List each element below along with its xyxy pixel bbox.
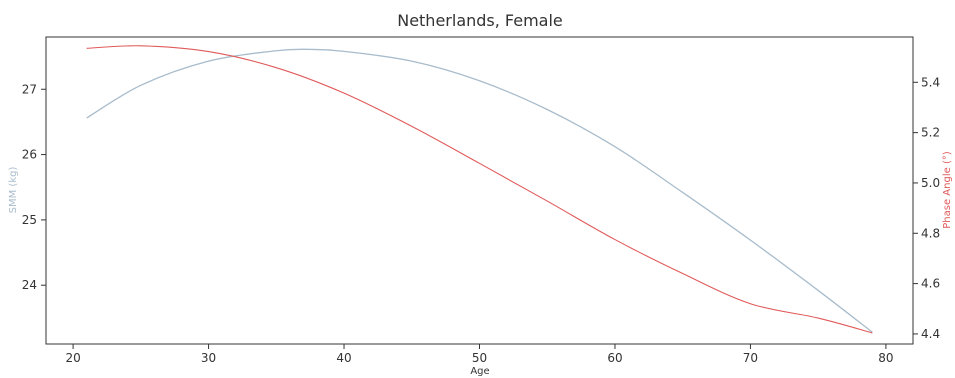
- right-y-tick-label: 5.0: [921, 176, 940, 190]
- x-tick-label: 60: [607, 351, 622, 365]
- plot-frame: [45, 36, 914, 345]
- right-y-tick-label: 4.8: [921, 226, 940, 240]
- x-tick-label: 50: [472, 351, 487, 365]
- right-y-axis-ticks: 4.4 4.6 4.8 5.0 5.2 5.4: [913, 75, 940, 341]
- right-y-tick-label: 4.4: [921, 327, 940, 341]
- x-tick-label: 20: [65, 351, 80, 365]
- x-axis-label: Age: [470, 366, 489, 377]
- x-axis-ticks: 20 30 40 50 60 70 80: [65, 344, 894, 365]
- x-tick-label: 30: [201, 351, 216, 365]
- left-y-axis-label: SMM (kg): [8, 167, 19, 214]
- left-y-tick-label: 25: [22, 213, 37, 227]
- x-tick-label: 80: [878, 351, 893, 365]
- x-tick-label: 40: [336, 351, 351, 365]
- left-y-axis-ticks: 24 25 26 27: [22, 82, 46, 292]
- chart-title: Netherlands, Female: [397, 11, 563, 30]
- right-y-tick-label: 4.6: [921, 277, 940, 291]
- left-y-tick-label: 24: [22, 278, 37, 292]
- left-y-tick-label: 27: [22, 82, 37, 96]
- right-y-tick-label: 5.4: [921, 75, 940, 89]
- left-y-tick-label: 26: [22, 148, 37, 162]
- right-y-tick-label: 5.2: [921, 126, 940, 140]
- right-y-axis-label: Phase Angle (°): [942, 151, 953, 229]
- series-lines: [86, 45, 873, 334]
- phase-angle-line: [86, 45, 873, 334]
- smm-line: [86, 48, 873, 333]
- x-tick-label: 70: [743, 351, 758, 365]
